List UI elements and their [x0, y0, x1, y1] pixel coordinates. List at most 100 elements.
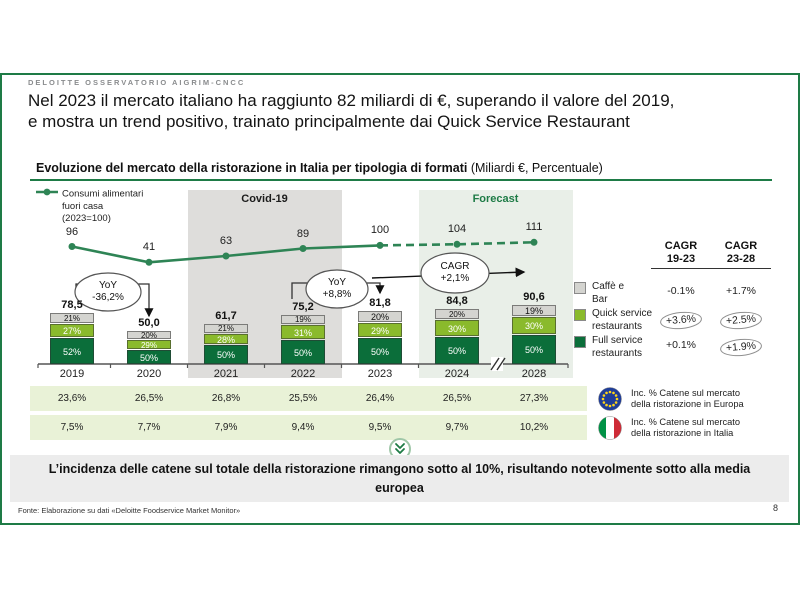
legend-swatch-icon [574, 309, 586, 321]
chevron-down-badge [389, 438, 411, 460]
legend-swatch-icon [574, 336, 586, 348]
axis-year-label: 2021 [213, 368, 239, 380]
bar-segment-full-service-restaurants: 50% [127, 349, 171, 364]
double-chevron-down-icon [395, 443, 405, 454]
chart-title-rule [30, 179, 772, 181]
chain-share-row-eu [30, 386, 587, 411]
chain-share-value: 26,5% [442, 393, 472, 404]
bar-segment-caff-e-bar: 19% [281, 315, 325, 324]
axis-year-label: 2020 [136, 368, 162, 380]
line-value-label: 41 [142, 241, 156, 254]
bar-segment-caff-e-bar: 21% [204, 324, 248, 333]
chain-share-value: 25,5% [288, 393, 318, 404]
slide-title: Nel 2023 il mercato italiano ha raggiunt… [28, 90, 773, 132]
cagr-column-header: CAGR 19-23 [651, 240, 711, 269]
legend-row-caff-e: Caffè e Bar [574, 281, 774, 307]
chain-share-value: 7,9% [214, 422, 238, 433]
chain-share-value: 9,7% [445, 422, 469, 433]
bar-total-label: 50,0 [138, 317, 160, 329]
line-marker-icon [36, 188, 58, 200]
bar-segment-full-service-restaurants: 50% [204, 345, 248, 364]
band-label: Covid-19 [241, 193, 288, 205]
line-value-label: 100 [370, 224, 390, 237]
bar-2020: 20% 29% 50% [127, 331, 171, 364]
line-legend-line1: Consumi alimentari [62, 188, 144, 200]
chart-title-bold: Evoluzione del mercato della ristorazion… [36, 161, 468, 175]
bar-segment-quick-service-restaurants: 30% [435, 319, 479, 337]
line-value-label: 63 [219, 234, 233, 247]
cagr-value: +1.9% [709, 337, 773, 358]
line-value-label: 111 [525, 221, 543, 234]
bar-2019: 21% 27% 52% [50, 313, 94, 364]
annotation-yoy-2023: YoY +8,8% [322, 277, 352, 300]
chain-share-value: 9,4% [291, 422, 315, 433]
axis-year-label: 2022 [290, 368, 316, 380]
page-number: 8 [772, 503, 778, 513]
bar-total-label: 81,8 [369, 297, 391, 309]
circled-highlight: +2.5% [719, 310, 763, 331]
slide-title-line1: Nel 2023 il mercato italiano ha raggiunt… [28, 91, 675, 110]
chain-share-value: 26,4% [365, 393, 395, 404]
legend-label: Caffè e Bar [592, 281, 625, 305]
chain-share-value: 23,6% [57, 393, 87, 404]
bar-2022: 19% 31% 50% [281, 315, 325, 364]
legend-swatch-icon [574, 282, 586, 294]
bar-total-label: 84,8 [446, 295, 468, 307]
chart-title: Evoluzione del mercato della ristorazion… [36, 161, 603, 175]
cagr-value: +1.7% [725, 285, 757, 297]
eu-flag-icon [598, 387, 622, 411]
eyebrow-text: DELOITTE OSSERVATORIO AIGRIM-CNCC [28, 78, 246, 87]
bar-segment-quick-service-restaurants: 31% [281, 324, 325, 340]
bar-segment-quick-service-restaurants: 30% [512, 316, 556, 335]
italy-flag-icon [598, 416, 622, 440]
band-label: Forecast [472, 193, 519, 205]
bar-segment-full-service-restaurants: 50% [512, 335, 556, 364]
bar-segment-quick-service-restaurants: 28% [204, 333, 248, 345]
chain-share-value: 26,8% [211, 393, 241, 404]
bar-total-label: 75,2 [292, 301, 314, 313]
bar-segment-quick-service-restaurants: 29% [358, 322, 402, 338]
chain-share-row-label: Inc. % Catene sul mercato della ristorazi… [631, 417, 741, 438]
cagr-value: +0.1% [665, 339, 697, 351]
bar-segment-full-service-restaurants: 50% [435, 337, 479, 364]
chain-share-value: 26,5% [134, 393, 164, 404]
cagr-value: +2.5% [709, 310, 773, 331]
bar-2024: 20% 30% 50% [435, 309, 479, 364]
axis-year-label: 2024 [444, 368, 470, 380]
legend-label: Full service restaurants [592, 335, 643, 359]
line-legend-lines: fuori casa (2023=100) [62, 200, 111, 224]
bar-segment-quick-service-restaurants: 29% [127, 339, 171, 349]
chain-share-value: 9,5% [368, 422, 392, 433]
bar-segment-caff-e-bar: 20% [358, 311, 402, 322]
chain-share-value: 27,3% [519, 393, 549, 404]
cagr-value: -0.1% [667, 285, 695, 297]
bar-segment-caff-e-bar: 19% [512, 305, 556, 316]
chain-share-row-italy [30, 415, 587, 440]
line-value-label: 96 [65, 225, 79, 238]
annotation-cagr-24-28: CAGR +2,1% [440, 261, 470, 284]
axis-year-label: 2028 [521, 368, 547, 380]
bar-segment-caff-e-bar: 20% [127, 331, 171, 339]
bar-segment-full-service-restaurants: 52% [50, 338, 94, 364]
callout-box: L’incidenza delle catene sul totale dell… [10, 455, 789, 502]
chain-share-row-label: Inc. % Catene sul mercato della ristorazi… [631, 388, 744, 409]
annotation-yoy-2020: YoY -36,2% [92, 280, 124, 303]
legend-label: Quick service restaurants [592, 308, 653, 332]
legend-row-full-service: Full service restaurants [574, 335, 774, 361]
bar-segment-full-service-restaurants: 50% [281, 340, 325, 364]
chart-title-units: (Miliardi €, Percentuale) [467, 161, 603, 175]
line-value-label: 89 [296, 227, 310, 240]
chain-share-value: 7,7% [137, 422, 161, 433]
footer-source: Fonte: Elaborazione su dati «Deloitte Fo… [18, 506, 241, 515]
bar-segment-caff-e-bar: 20% [435, 309, 479, 319]
slide-title-line2: e mostra un trend positivo, trainato pri… [28, 112, 630, 131]
chain-share-value: 7,5% [60, 422, 84, 433]
bar-segment-quick-service-restaurants: 27% [50, 323, 94, 338]
axis-year-label: 2019 [59, 368, 85, 380]
bar-total-label: 78,5 [61, 299, 83, 311]
bar-segment-caff-e-bar: 21% [50, 313, 94, 323]
cagr-column-header: CAGR 23-28 [711, 240, 771, 269]
bar-segment-full-service-restaurants: 50% [358, 338, 402, 364]
